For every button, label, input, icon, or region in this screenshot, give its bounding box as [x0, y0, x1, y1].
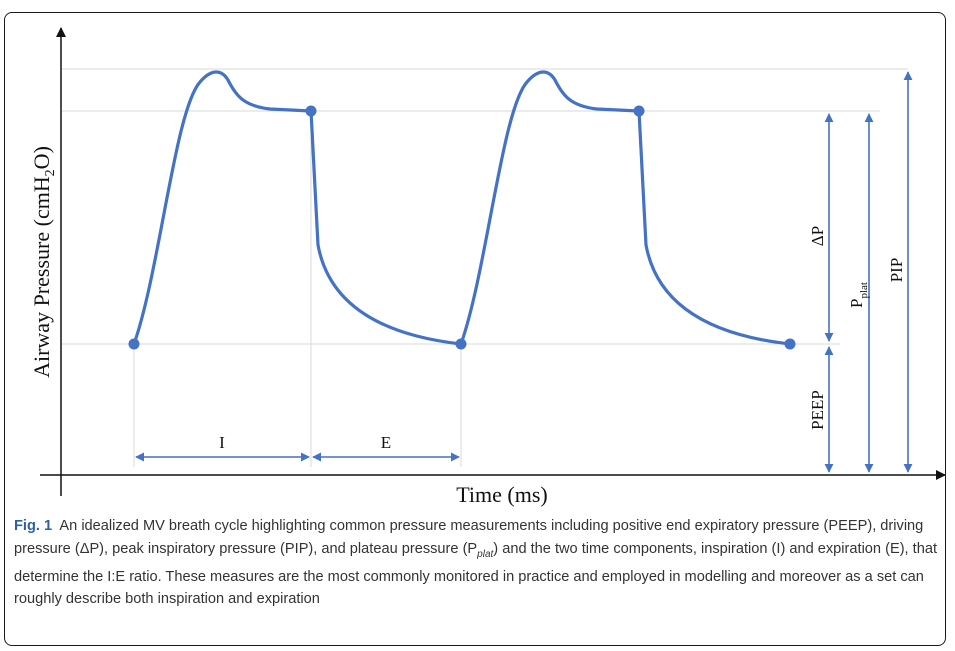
caption-label: Fig. 1: [14, 518, 53, 534]
breath-curve-2: [459, 70, 792, 346]
cycle-start-point: [128, 338, 140, 350]
breath-curve-1: [132, 70, 463, 346]
plateau-end-point-1: [305, 105, 317, 117]
cycle-boundary-point: [455, 338, 467, 350]
caption-subscript: plat: [477, 548, 494, 560]
p-plat-label: Pplat: [847, 282, 870, 308]
inspiration-label: I: [219, 433, 225, 452]
y-axis-label: Airway Pressure (cmH2O): [29, 146, 58, 378]
peep-label: PEEP: [808, 390, 827, 430]
delta-p-label: ΔP: [808, 226, 827, 246]
caption-text: An idealized MV breath cycle highlightin…: [14, 518, 928, 557]
pip-label: PIP: [887, 258, 906, 283]
caption-text-end: ) and the two time components, inspirati…: [14, 540, 938, 608]
x-axis-label: Time (ms): [456, 482, 547, 507]
cycle-end-point: [784, 338, 796, 350]
figure-frame: [4, 12, 946, 646]
figure-caption: Fig. 1 An idealized MV breath cycle high…: [14, 515, 939, 611]
expiration-label: E: [381, 433, 391, 452]
plateau-end-point-2: [633, 105, 645, 117]
